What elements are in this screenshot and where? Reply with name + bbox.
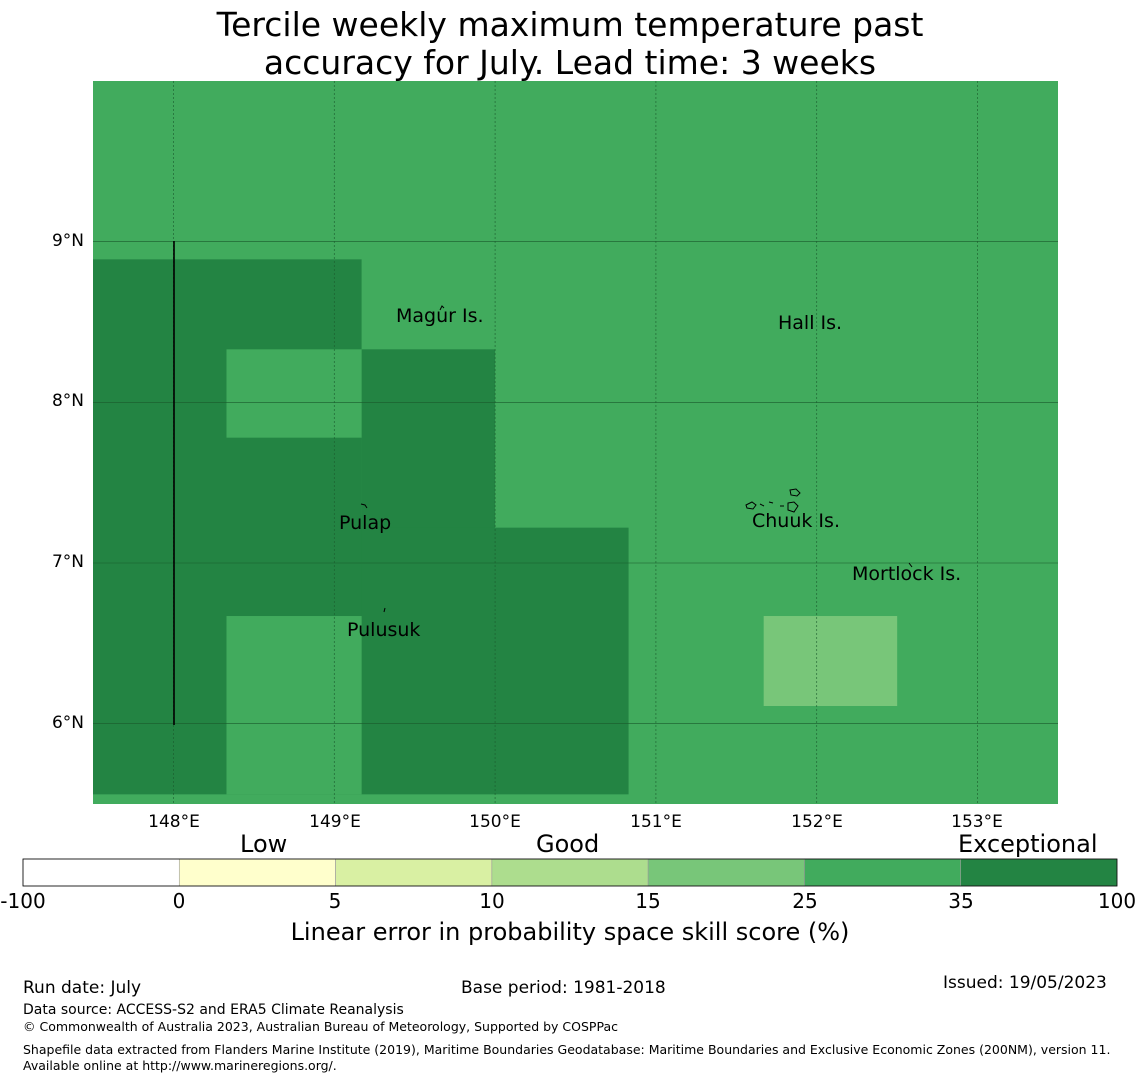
colorbar-tick: -100 <box>0 889 46 913</box>
colorbar-title: Linear error in probability space skill … <box>290 918 850 946</box>
island-chuuk-6 <box>787 501 799 513</box>
island-mortlock <box>908 562 913 568</box>
island-chuuk-3 <box>768 501 774 504</box>
colorbar-segment <box>491 858 649 887</box>
lon-label-152E: 152°E <box>791 812 843 832</box>
colorbar-segment <box>804 858 962 887</box>
colorbar-segment <box>22 858 180 887</box>
colorbar <box>22 858 1118 887</box>
colorbar-tick: 0 <box>172 889 186 913</box>
colorbar-frame <box>22 858 1118 887</box>
colorbar-category-low: Low <box>240 830 288 858</box>
skill-cell <box>763 616 898 706</box>
lon-label-150E: 150°E <box>469 812 521 832</box>
colorbar-segment <box>335 858 493 887</box>
skill-grid-cells <box>93 81 1058 804</box>
colorbar-category-exceptional: Exceptional <box>958 830 1098 858</box>
copyright: © Commonwealth of Australia 2023, Austra… <box>23 1019 618 1034</box>
colorbar-tick: 25 <box>792 889 818 913</box>
colorbar-segment <box>647 858 805 887</box>
run-date: Run date: July <box>23 978 142 998</box>
map-title-line-2: accuracy for July. Lead time: 3 weeks <box>263 43 877 82</box>
place-label-chuuk: Chuuk Is. <box>752 510 840 532</box>
colorbar-tick: 100 <box>1097 889 1137 913</box>
colorbar-tick: 35 <box>948 889 974 913</box>
graticule <box>93 81 1058 804</box>
base-period: Base period: 1981-2018 <box>461 978 666 998</box>
island-chuuk-1 <box>745 501 757 510</box>
island-chuuk-2 <box>759 503 765 507</box>
place-label-pulusuk: Pulusuk <box>347 619 421 641</box>
skill-cell <box>226 349 362 438</box>
data-source: Data source: ACCESS-S2 and ERA5 Climate … <box>23 1002 404 1018</box>
colorbar-segment <box>960 858 1118 887</box>
issued-date: Issued: 19/05/2023 <box>943 973 1107 993</box>
colorbar-tick: 15 <box>635 889 661 913</box>
island-magur <box>439 305 445 311</box>
lat-label-7N: 7°N <box>51 552 84 572</box>
island-pulap <box>360 503 368 509</box>
skill-cell <box>226 616 362 795</box>
colorbar-tick: 10 <box>479 889 505 913</box>
colorbar-tick: 5 <box>328 889 342 913</box>
place-label-magur: Magur Is. <box>396 305 484 327</box>
lat-label-9N: 9°N <box>51 231 84 251</box>
lon-label-149E: 149°E <box>309 812 361 832</box>
lon-label-153E: 153°E <box>951 812 1003 832</box>
place-label-hall: Hall Is. <box>778 312 843 334</box>
place-label-pulap: Pulap <box>339 512 392 534</box>
island-pulusuk <box>383 607 386 613</box>
place-label-mortlock: Mortlock Is. <box>852 563 962 585</box>
shapefile-credit: Shapefile data extracted from Flanders M… <box>23 1042 1111 1073</box>
colorbar-segment <box>178 858 336 887</box>
island-chuuk-5 <box>789 488 801 497</box>
lon-label-151E: 151°E <box>630 812 682 832</box>
lat-label-6N: 6°N <box>51 713 84 733</box>
island-outlines <box>360 305 913 613</box>
lat-label-8N: 8°N <box>51 391 84 411</box>
colorbar-category-good: Good <box>536 830 600 858</box>
lon-label-148E: 148°E <box>148 812 200 832</box>
map-title-line-1: Tercile weekly maximum temperature past <box>216 5 924 44</box>
